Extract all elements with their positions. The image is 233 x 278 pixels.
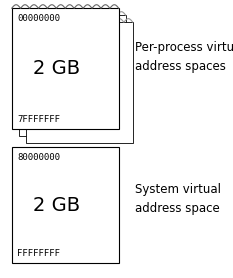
Bar — [12, 147, 119, 263]
Bar — [12, 8, 119, 129]
Text: Per-process virtual
address spaces: Per-process virtual address spaces — [135, 41, 233, 73]
Text: 80000000: 80000000 — [17, 153, 61, 162]
Text: System virtual
address space: System virtual address space — [135, 183, 221, 215]
Text: FFFFFFFF: FFFFFFFF — [17, 249, 61, 258]
Text: 00000000: 00000000 — [24, 21, 68, 30]
Bar — [26, 22, 133, 143]
Text: 2 GB: 2 GB — [33, 195, 80, 215]
Text: 00000000: 00000000 — [17, 14, 61, 23]
Bar — [19, 15, 126, 136]
Text: 00000000: 00000000 — [31, 28, 75, 37]
Text: 2 GB: 2 GB — [33, 59, 80, 78]
Text: 7FFFFFFF: 7FFFFFFF — [17, 115, 61, 124]
